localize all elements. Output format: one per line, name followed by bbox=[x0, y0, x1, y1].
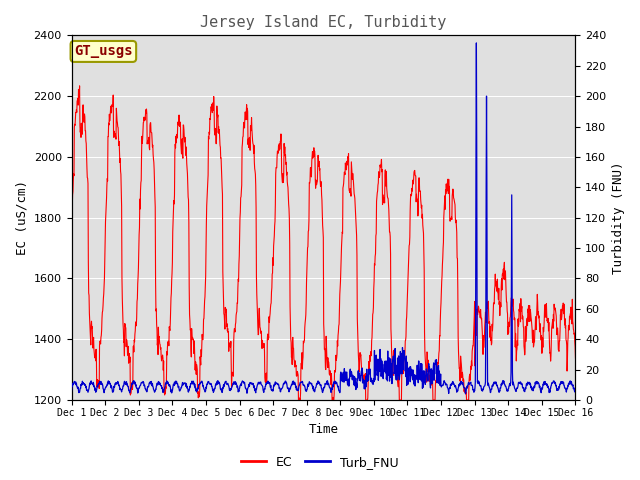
Y-axis label: EC (uS/cm): EC (uS/cm) bbox=[15, 180, 28, 255]
X-axis label: Time: Time bbox=[308, 423, 339, 436]
Legend: EC, Turb_FNU: EC, Turb_FNU bbox=[236, 451, 404, 474]
Title: Jersey Island EC, Turbidity: Jersey Island EC, Turbidity bbox=[200, 15, 447, 30]
Text: GT_usgs: GT_usgs bbox=[74, 45, 132, 59]
Y-axis label: Turbidity (FNU): Turbidity (FNU) bbox=[612, 161, 625, 274]
